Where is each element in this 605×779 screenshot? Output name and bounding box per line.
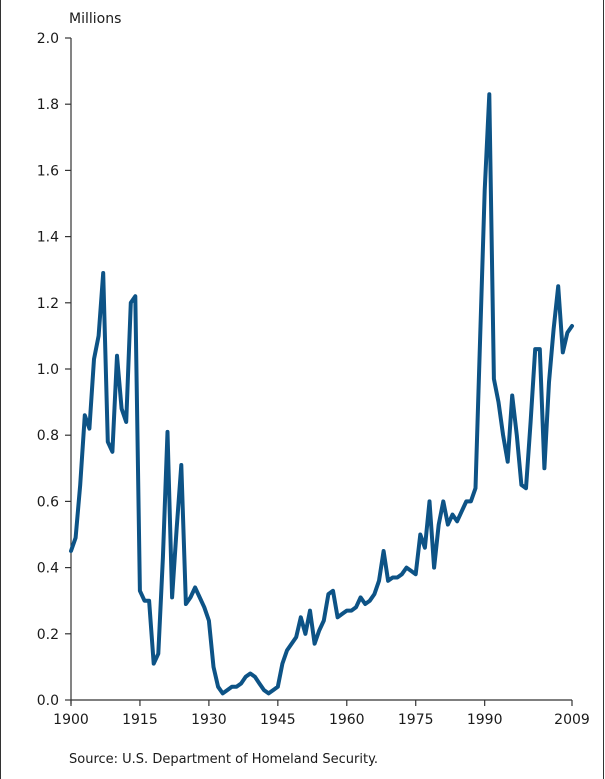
y-unit-label: Millions	[69, 11, 121, 27]
x-tick-label: 1960	[329, 712, 365, 728]
x-tick-label: 1900	[53, 712, 89, 728]
y-tick-label: 1.2	[37, 296, 59, 312]
y-tick-label: 0.6	[37, 494, 59, 510]
x-tick-label: 1915	[122, 712, 158, 728]
x-tick-label: 1930	[191, 712, 227, 728]
x-tick-label: 2009	[554, 712, 590, 728]
x-tick-label: 1945	[260, 712, 296, 728]
y-tick-label: 1.8	[37, 97, 59, 113]
source-note: Source: U.S. Department of Homeland Secu…	[69, 752, 379, 767]
y-tick-label: 1.4	[37, 230, 59, 246]
y-tick-label: 1.0	[37, 362, 59, 378]
y-tick-label: 0.2	[37, 627, 59, 643]
series-line	[69, 92, 574, 696]
y-tick-label: 0.4	[37, 561, 59, 577]
y-tick-label: 2.0	[37, 31, 59, 47]
x-axis: 1900 1915 1930 1945 1960 1975 1990 2009	[53, 699, 590, 728]
y-tick-label: 0.8	[37, 428, 59, 444]
x-tick-label: 1975	[398, 712, 434, 728]
series-group	[69, 92, 574, 696]
y-tick-label: 1.6	[37, 163, 59, 179]
y-axis: 0.0 0.2 0.4 0.6 0.8 1.0 1.2 1.4 1.6 1.8 2.0	[37, 31, 72, 709]
x-tick-label: 1990	[467, 712, 503, 728]
y-tick-label: 0.0	[37, 693, 59, 709]
